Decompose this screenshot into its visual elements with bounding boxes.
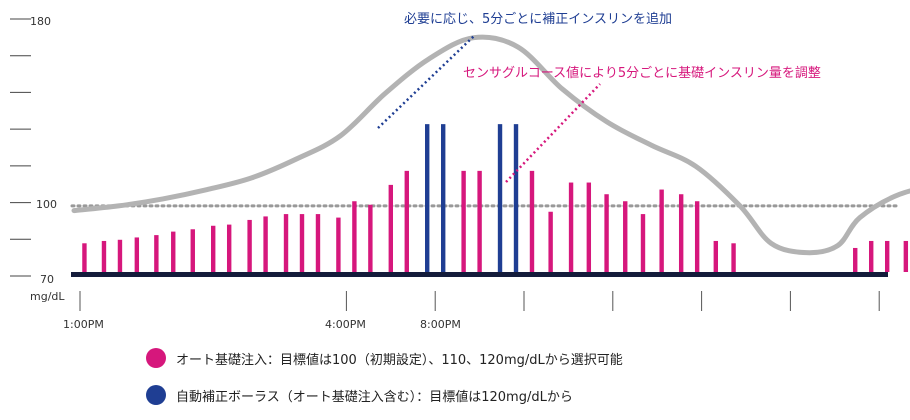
basal-bar bbox=[529, 170, 535, 272]
basal-bar bbox=[315, 214, 321, 272]
basal-bar bbox=[247, 219, 252, 272]
basal-bar bbox=[731, 243, 736, 272]
x-tick-label-8pm: 8:00PM bbox=[420, 318, 461, 331]
basal-bar bbox=[477, 170, 482, 272]
bolus-bar bbox=[513, 124, 519, 273]
basal-bar bbox=[388, 184, 393, 272]
basal-bar bbox=[336, 217, 341, 272]
basal-bar bbox=[283, 214, 289, 272]
x-tick-label-4pm: 4:00PM bbox=[325, 318, 366, 331]
x-tick-label-1pm: 1:00PM bbox=[63, 318, 104, 331]
x-ticks bbox=[79, 291, 880, 311]
bolus-annotation: 必要に応じ、5分ごとに補正インスリンを追加 bbox=[404, 11, 672, 27]
basal-bar bbox=[404, 170, 409, 272]
y-tick-label-100: 100 bbox=[36, 198, 57, 211]
y-tick-label-70: 70 bbox=[40, 273, 54, 286]
legend-label-bolus: 自動補正ボーラス（オート基礎注入含む）：目標値は120mg/dLから bbox=[176, 389, 573, 405]
legend-item-basal: オート基礎注入：目標値は100（初期設定）、110、120mg/dLから選択可能 bbox=[146, 348, 623, 368]
basal-bar bbox=[101, 240, 107, 272]
basal-bar bbox=[171, 231, 176, 272]
glucose-insulin-chart: 180 100 70 mg/dL 必要に応じ、5分ごとに補正インスリンを追加 セ… bbox=[10, 11, 910, 331]
legend-item-bolus: 自動補正ボーラス（オート基礎注入含む）：目標値は120mg/dLから bbox=[146, 385, 573, 405]
legend-dot-bolus bbox=[146, 385, 166, 405]
basal-annotation: センサグルコース値により5分ごとに基礎インスリン量を調整 bbox=[463, 65, 821, 81]
basal-bar bbox=[903, 240, 909, 272]
basal-bar bbox=[299, 214, 305, 272]
basal-bar bbox=[117, 239, 123, 272]
basal-annotation-leader bbox=[505, 83, 601, 183]
basal-bar bbox=[82, 243, 87, 272]
basal-bar bbox=[678, 194, 684, 272]
basal-bar bbox=[368, 204, 373, 272]
basal-bar bbox=[568, 182, 574, 272]
y-tick-label-180: 180 bbox=[30, 15, 51, 28]
basal-bar bbox=[190, 229, 195, 272]
sensor-glucose-curve bbox=[71, 34, 910, 256]
baseline-axis bbox=[71, 272, 888, 277]
basal-bar bbox=[659, 189, 664, 272]
basal-bar bbox=[134, 237, 140, 272]
basal-bar bbox=[884, 240, 890, 272]
bolus-bar bbox=[425, 124, 430, 273]
basal-bar bbox=[640, 214, 646, 272]
basal-bar bbox=[154, 235, 159, 272]
basal-bar bbox=[226, 224, 232, 272]
basal-bar bbox=[623, 201, 628, 272]
basal-bar bbox=[869, 240, 874, 272]
legend-label-basal: オート基礎注入：目標値は100（初期設定）、110、120mg/dLから選択可能 bbox=[176, 352, 623, 368]
y-unit-label: mg/dL bbox=[30, 290, 65, 303]
basal-bar bbox=[211, 225, 216, 272]
basal-bar bbox=[548, 211, 553, 272]
insulin-bars bbox=[82, 124, 909, 273]
basal-bar bbox=[853, 247, 858, 272]
bolus-bar bbox=[497, 124, 503, 273]
basal-bar bbox=[461, 170, 466, 272]
basal-bar bbox=[694, 201, 700, 272]
y-ticks bbox=[10, 18, 31, 277]
basal-bar bbox=[604, 194, 609, 272]
bolus-bar bbox=[440, 124, 446, 273]
bolus-annotation-leader bbox=[377, 35, 475, 129]
basal-bar bbox=[263, 216, 268, 272]
basal-bar bbox=[352, 201, 357, 272]
basal-bar bbox=[713, 240, 719, 272]
basal-bar bbox=[586, 182, 592, 272]
legend-dot-basal bbox=[146, 348, 166, 368]
